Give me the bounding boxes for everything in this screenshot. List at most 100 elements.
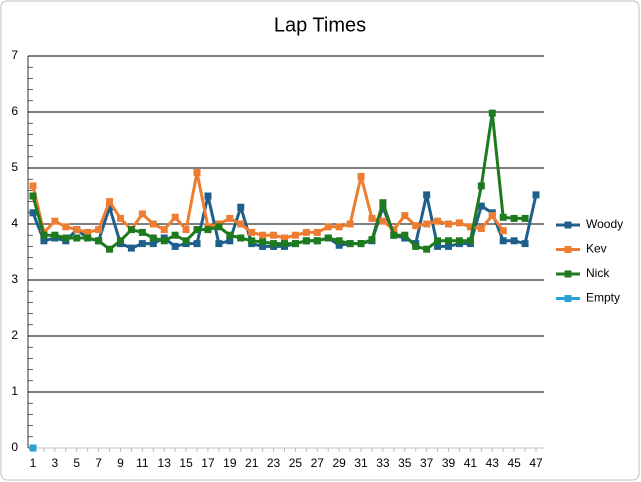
marker xyxy=(95,237,103,245)
marker xyxy=(434,237,442,245)
marker xyxy=(488,212,496,220)
marker xyxy=(434,242,442,250)
x-tick-label: 31 xyxy=(354,456,368,470)
marker xyxy=(127,226,135,234)
marker xyxy=(40,237,48,245)
x-tick-label: 11 xyxy=(136,456,149,470)
marker xyxy=(193,168,201,176)
legend-marker xyxy=(564,270,572,278)
marker xyxy=(226,237,234,245)
marker xyxy=(248,237,256,245)
marker xyxy=(237,203,245,211)
y-tick-label: 0 xyxy=(11,440,18,454)
marker xyxy=(302,237,310,245)
marker xyxy=(270,240,278,248)
marker xyxy=(95,226,103,234)
marker xyxy=(149,240,157,248)
marker xyxy=(29,182,37,190)
x-tick-label: 29 xyxy=(332,456,346,470)
x-tick-label: 35 xyxy=(398,456,412,470)
marker xyxy=(499,213,507,221)
legend-label: Nick xyxy=(586,266,610,280)
x-tick-label: 17 xyxy=(201,456,215,470)
legend-label: Empty xyxy=(586,291,620,305)
marker xyxy=(466,223,474,231)
x-tick-label: 45 xyxy=(507,456,521,470)
marker xyxy=(401,231,409,239)
marker xyxy=(73,234,81,242)
chart-title: Lap Times xyxy=(274,14,366,36)
marker xyxy=(368,236,376,244)
marker xyxy=(390,231,398,239)
marker xyxy=(499,227,507,235)
marker xyxy=(237,234,245,242)
x-tick-label: 19 xyxy=(223,456,237,470)
marker xyxy=(29,209,37,217)
marker xyxy=(281,240,288,248)
marker xyxy=(455,237,463,245)
x-tick-label: 43 xyxy=(486,456,500,470)
marker xyxy=(521,214,529,222)
x-tick-label: 15 xyxy=(179,456,193,470)
marker xyxy=(510,214,518,222)
marker xyxy=(138,228,146,236)
marker xyxy=(106,198,114,206)
legend-marker xyxy=(564,246,572,253)
legend-marker xyxy=(564,221,572,229)
legend-marker xyxy=(564,295,572,302)
marker xyxy=(291,231,299,239)
x-tick-label: 3 xyxy=(52,456,59,470)
marker xyxy=(313,228,321,236)
x-tick-label: 21 xyxy=(245,456,259,470)
marker xyxy=(215,240,223,248)
marker xyxy=(324,223,332,231)
marker xyxy=(215,223,223,231)
marker xyxy=(160,237,168,245)
marker xyxy=(51,231,59,239)
marker xyxy=(84,234,92,242)
x-tick-label: 41 xyxy=(464,456,478,470)
marker xyxy=(204,226,212,234)
marker xyxy=(226,231,234,239)
marker xyxy=(532,191,540,199)
marker xyxy=(259,231,267,239)
x-tick-label: 9 xyxy=(117,456,124,470)
x-tick-label: 47 xyxy=(529,456,543,470)
x-tick-label: 23 xyxy=(267,456,281,470)
x-tick-label: 25 xyxy=(289,456,303,470)
y-tick-label: 2 xyxy=(11,328,18,342)
marker xyxy=(204,192,212,200)
marker xyxy=(401,212,409,220)
marker xyxy=(138,240,146,248)
marker xyxy=(116,214,124,222)
marker xyxy=(445,242,453,250)
marker xyxy=(149,220,157,228)
marker xyxy=(335,241,343,249)
marker xyxy=(29,444,37,452)
x-tick-label: 39 xyxy=(442,456,456,470)
legend-label: Kev xyxy=(586,242,607,256)
marker xyxy=(51,217,59,225)
marker xyxy=(40,231,48,239)
marker xyxy=(335,237,343,245)
marker xyxy=(149,234,157,242)
x-tick-label: 27 xyxy=(311,456,325,470)
y-tick-label: 3 xyxy=(11,272,18,286)
marker xyxy=(62,223,70,231)
x-tick-label: 37 xyxy=(420,456,434,470)
marker xyxy=(445,220,453,228)
marker xyxy=(84,228,92,236)
marker xyxy=(379,217,387,225)
marker xyxy=(346,240,354,248)
marker xyxy=(259,242,267,250)
marker xyxy=(412,222,420,230)
marker xyxy=(368,214,376,222)
marker xyxy=(445,237,453,245)
marker xyxy=(390,226,398,234)
x-tick-label: 5 xyxy=(73,456,80,470)
marker xyxy=(466,237,474,245)
marker xyxy=(521,240,529,248)
legend-label: Woody xyxy=(586,217,623,231)
marker xyxy=(346,220,354,228)
marker xyxy=(29,192,37,200)
